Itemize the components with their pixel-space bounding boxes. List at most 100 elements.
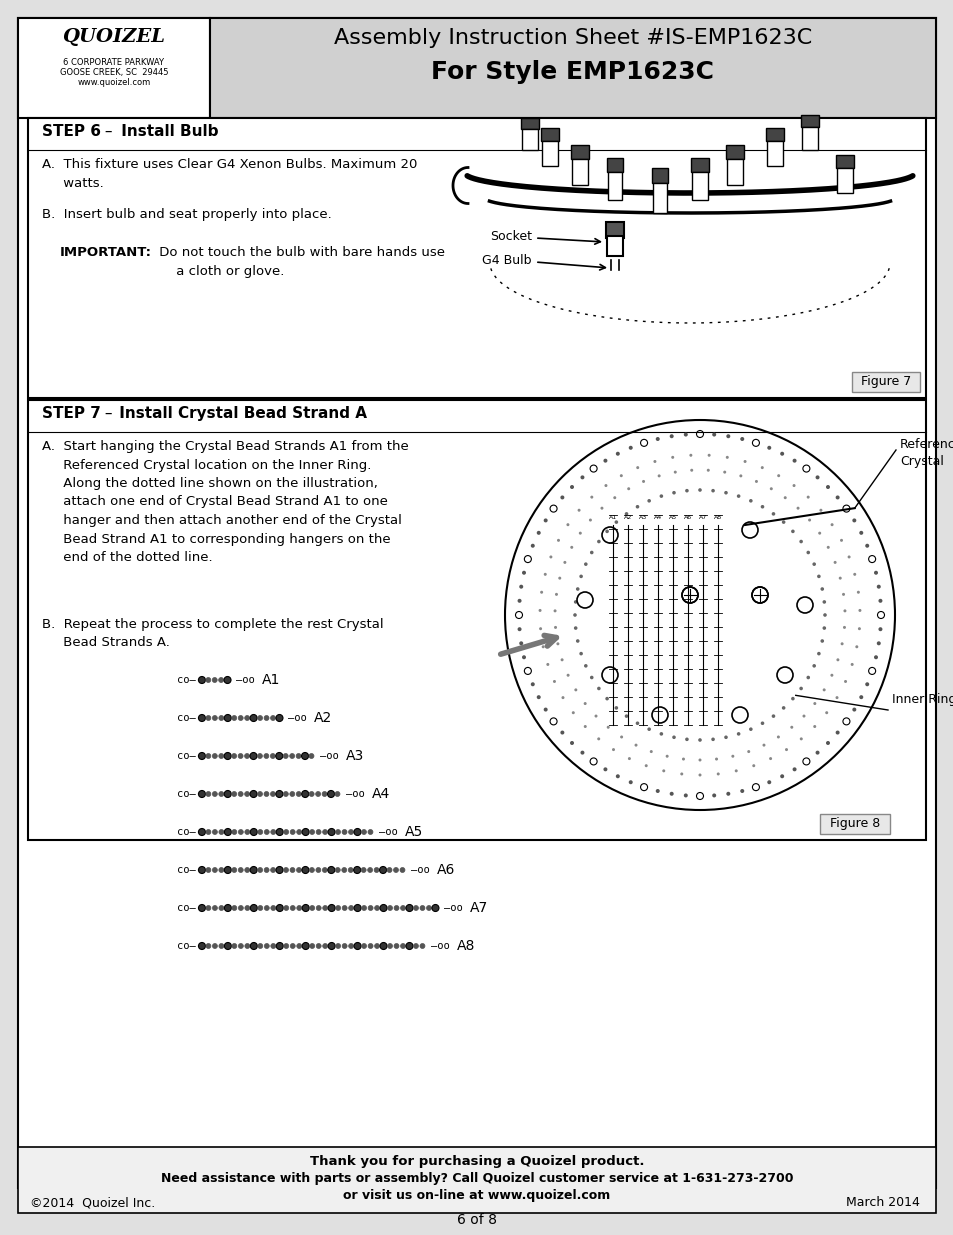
Circle shape bbox=[537, 531, 540, 535]
Circle shape bbox=[518, 584, 522, 589]
Circle shape bbox=[328, 867, 335, 873]
Circle shape bbox=[555, 593, 558, 595]
Text: –oo: –oo bbox=[235, 676, 254, 685]
Circle shape bbox=[627, 757, 630, 760]
Text: –oo: –oo bbox=[319, 751, 338, 761]
Circle shape bbox=[387, 944, 392, 948]
Circle shape bbox=[698, 488, 701, 492]
Circle shape bbox=[315, 792, 320, 797]
Circle shape bbox=[583, 664, 587, 668]
Circle shape bbox=[570, 546, 573, 548]
Bar bbox=[765, 128, 783, 141]
Circle shape bbox=[659, 732, 662, 736]
Circle shape bbox=[250, 829, 257, 836]
Circle shape bbox=[406, 904, 413, 911]
Circle shape bbox=[801, 715, 804, 718]
Circle shape bbox=[780, 774, 783, 778]
Circle shape bbox=[876, 641, 880, 646]
Circle shape bbox=[271, 905, 275, 910]
Circle shape bbox=[659, 494, 662, 498]
Circle shape bbox=[619, 474, 622, 477]
Circle shape bbox=[517, 599, 521, 603]
Circle shape bbox=[341, 867, 346, 872]
Circle shape bbox=[224, 904, 232, 911]
Circle shape bbox=[815, 475, 819, 479]
Text: B.  Insert bulb and seat properly into place.: B. Insert bulb and seat properly into pl… bbox=[42, 207, 332, 221]
Circle shape bbox=[855, 645, 858, 648]
Circle shape bbox=[740, 437, 743, 441]
Circle shape bbox=[315, 944, 321, 948]
Circle shape bbox=[628, 781, 632, 784]
Text: A1: A1 bbox=[608, 515, 617, 520]
Text: A6: A6 bbox=[683, 515, 691, 520]
Circle shape bbox=[315, 830, 321, 835]
Text: Thank you for purchasing a Quoizel product.: Thank you for purchasing a Quoizel produ… bbox=[310, 1155, 643, 1168]
Circle shape bbox=[716, 772, 719, 776]
Circle shape bbox=[521, 571, 525, 574]
Circle shape bbox=[394, 905, 398, 910]
Circle shape bbox=[842, 626, 845, 629]
Bar bbox=[607, 172, 621, 200]
Circle shape bbox=[543, 519, 547, 522]
Circle shape bbox=[711, 737, 714, 741]
Circle shape bbox=[748, 727, 752, 731]
Circle shape bbox=[213, 715, 217, 720]
Circle shape bbox=[264, 867, 269, 872]
Bar bbox=[851, 372, 919, 391]
Circle shape bbox=[387, 905, 392, 910]
Circle shape bbox=[198, 715, 205, 721]
Bar bbox=[690, 158, 708, 172]
Circle shape bbox=[876, 584, 880, 589]
Circle shape bbox=[309, 792, 314, 797]
Circle shape bbox=[647, 727, 650, 731]
Circle shape bbox=[218, 944, 224, 948]
Circle shape bbox=[530, 682, 535, 687]
Circle shape bbox=[821, 600, 825, 604]
Circle shape bbox=[752, 764, 755, 767]
Circle shape bbox=[736, 732, 740, 736]
Text: –: – bbox=[100, 406, 117, 421]
Text: A4: A4 bbox=[372, 787, 390, 802]
Circle shape bbox=[394, 944, 398, 948]
Bar bbox=[18, 1147, 935, 1213]
Circle shape bbox=[799, 687, 802, 690]
Bar bbox=[18, 19, 210, 119]
Circle shape bbox=[723, 736, 727, 739]
Circle shape bbox=[635, 505, 639, 509]
Circle shape bbox=[322, 905, 327, 910]
Circle shape bbox=[541, 645, 544, 648]
Circle shape bbox=[206, 715, 211, 720]
Circle shape bbox=[825, 741, 829, 745]
Bar bbox=[572, 159, 587, 185]
Circle shape bbox=[579, 751, 584, 755]
Circle shape bbox=[426, 905, 431, 910]
Circle shape bbox=[835, 731, 839, 735]
Circle shape bbox=[820, 587, 823, 590]
Circle shape bbox=[858, 609, 861, 611]
Circle shape bbox=[647, 499, 650, 503]
Circle shape bbox=[644, 764, 647, 767]
Circle shape bbox=[198, 677, 205, 683]
Circle shape bbox=[783, 496, 786, 499]
Circle shape bbox=[841, 593, 844, 595]
Circle shape bbox=[218, 867, 224, 872]
Text: GOOSE CREEK, SC  29445: GOOSE CREEK, SC 29445 bbox=[60, 68, 168, 77]
Bar bbox=[606, 236, 622, 256]
Circle shape bbox=[746, 750, 749, 753]
Circle shape bbox=[342, 905, 347, 910]
Circle shape bbox=[553, 609, 556, 613]
Circle shape bbox=[301, 867, 309, 873]
Circle shape bbox=[250, 904, 257, 911]
Circle shape bbox=[290, 867, 294, 872]
Circle shape bbox=[218, 678, 223, 683]
Circle shape bbox=[257, 715, 262, 720]
Circle shape bbox=[589, 676, 593, 679]
Circle shape bbox=[310, 905, 314, 910]
Bar bbox=[835, 156, 853, 168]
Circle shape bbox=[295, 753, 301, 758]
Circle shape bbox=[830, 524, 833, 526]
Circle shape bbox=[812, 562, 815, 566]
Circle shape bbox=[245, 867, 250, 872]
Circle shape bbox=[232, 867, 236, 872]
Circle shape bbox=[361, 830, 366, 835]
